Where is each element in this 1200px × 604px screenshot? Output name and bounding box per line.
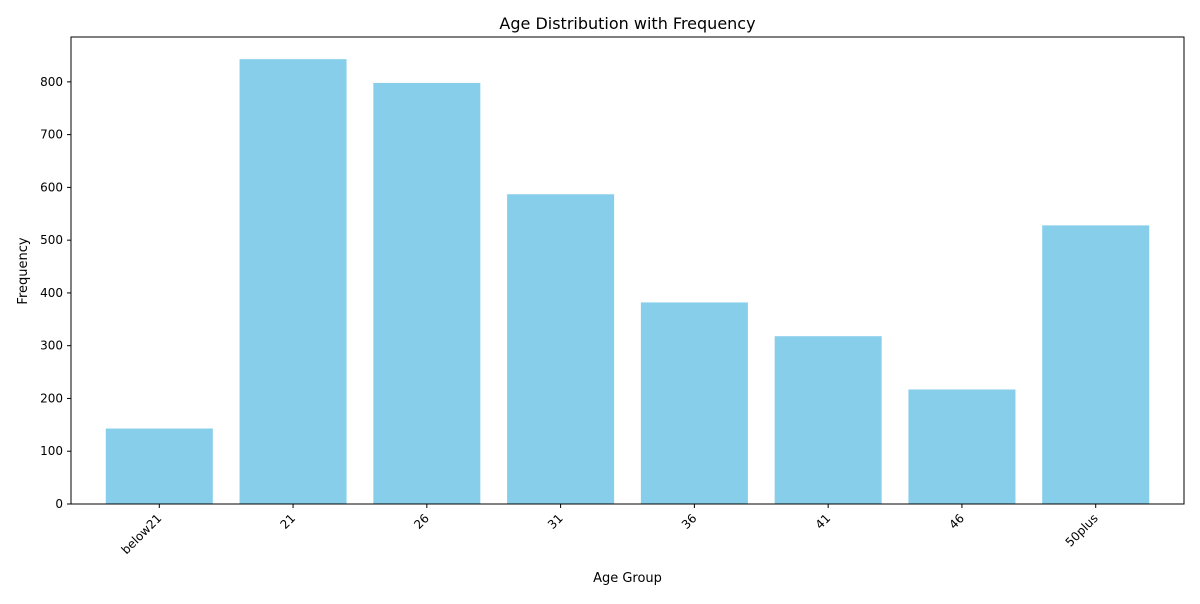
x-tick-label: below21 — [119, 511, 165, 557]
y-tick-label: 300 — [40, 339, 63, 353]
y-tick-label: 100 — [40, 444, 63, 458]
chart-title: Age Distribution with Frequency — [499, 14, 755, 33]
y-tick-label: 800 — [40, 75, 63, 89]
bar-26 — [373, 82, 481, 504]
x-tick-label: 21 — [277, 511, 298, 532]
bar-50plus — [1042, 225, 1150, 504]
x-axis-label: Age Group — [593, 571, 662, 586]
bar-41 — [774, 336, 882, 504]
bar-36 — [640, 302, 748, 504]
y-axis-label: Frequency — [16, 237, 31, 304]
x-tick-label: 36 — [679, 511, 700, 532]
x-axis-ticks: below21 21 26 31 36 41 46 50plus — [119, 504, 1101, 557]
y-axis-ticks: 0 100 200 300 400 500 600 700 800 — [40, 75, 71, 511]
y-tick-label: 400 — [40, 286, 63, 300]
y-tick-label: 600 — [40, 180, 63, 194]
y-tick-label: 0 — [55, 497, 63, 511]
plot-frame — [70, 36, 1185, 505]
bar-46 — [908, 389, 1016, 504]
bar-31 — [507, 194, 615, 505]
bars-group — [105, 59, 1150, 505]
bar-below21 — [105, 428, 213, 504]
y-tick-label: 500 — [40, 233, 63, 247]
y-tick-label: 700 — [40, 128, 63, 142]
x-tick-label: 46 — [946, 511, 967, 532]
y-tick-label: 200 — [40, 391, 63, 405]
x-tick-label: 31 — [545, 511, 566, 532]
bar-21 — [239, 59, 347, 504]
x-tick-label: 26 — [411, 511, 432, 532]
x-tick-label: 41 — [813, 511, 834, 532]
x-tick-label: 50plus — [1063, 511, 1101, 549]
